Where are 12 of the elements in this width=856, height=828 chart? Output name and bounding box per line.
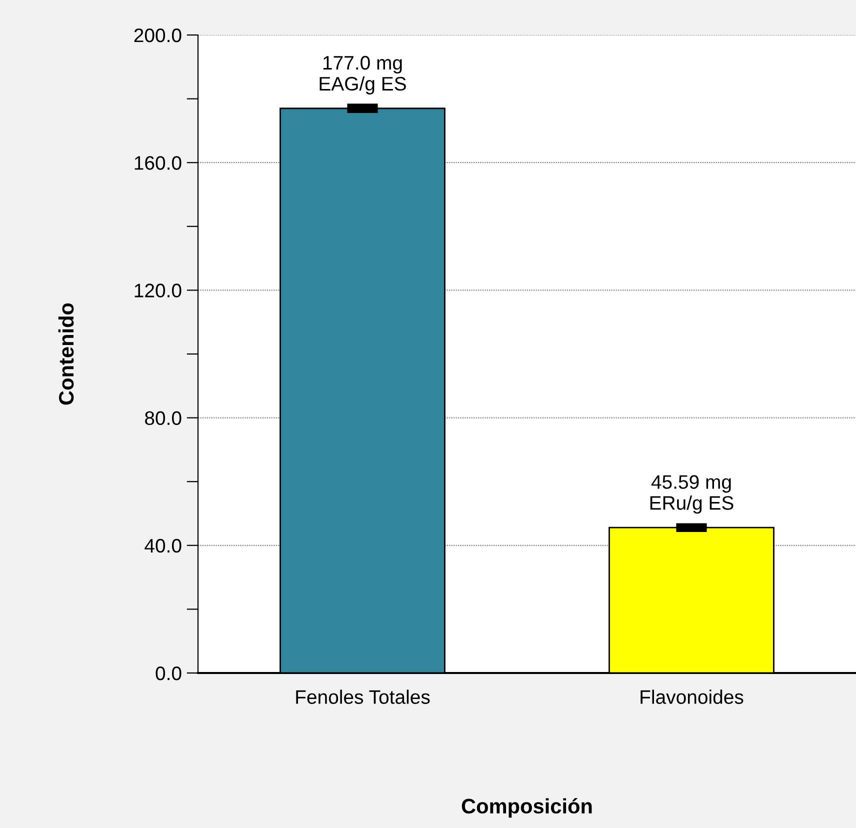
data-label: 45.59 mg ERu/g ES	[650, 475, 734, 514]
x-tick-label: Fenoles Totales	[296, 690, 430, 704]
y-tick-label: 160.0	[134, 156, 182, 170]
x-tick-label: Flavonoides	[640, 690, 744, 704]
y-tick-label: 120.0	[134, 284, 182, 298]
y-tick-label: 80.0	[145, 411, 182, 426]
y-axis-title: Contenido	[58, 303, 74, 405]
data-label: 177.0 mg EAG/g ES	[320, 56, 406, 94]
y-tick-label: 40.0	[144, 538, 182, 553]
x-axis-title: Composición	[462, 798, 592, 818]
y-tick-label: 0.0	[156, 666, 182, 680]
y-tick-label: 200.0	[134, 28, 182, 42]
